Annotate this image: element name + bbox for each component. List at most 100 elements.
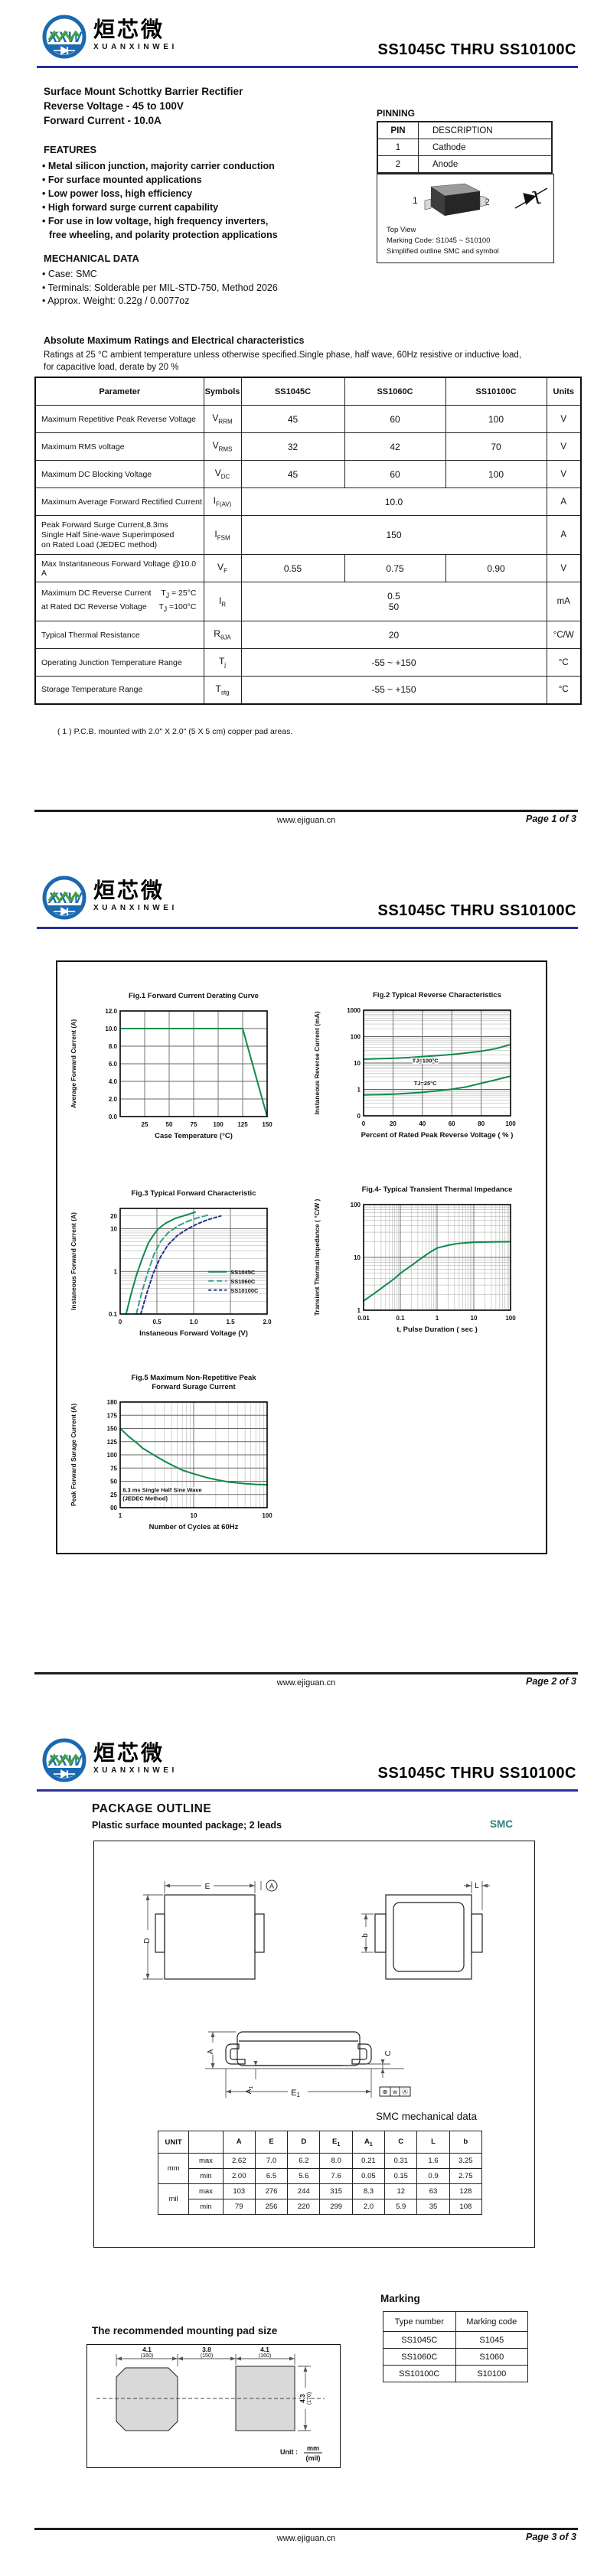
mech-cell: 1.6	[416, 2153, 450, 2169]
svg-text:25: 25	[110, 1492, 117, 1498]
brand-name-cn: 烜芯微	[93, 18, 165, 41]
fig5-peak-forward-surge-current-chart: 1 10 100 00 25 50 75 100 125 150 175 180 Fig.5 Maxim…	[67, 1370, 296, 1534]
svg-text:E: E	[205, 1883, 210, 1891]
symbol-cell: Tstg	[203, 676, 242, 704]
col-header: Symbols	[203, 377, 242, 406]
svg-text:10.0: 10.0	[105, 1026, 117, 1032]
svg-text:A1: A1	[245, 2086, 254, 2095]
pin-col-header: PIN	[377, 121, 419, 139]
brand-logo: XXW 烜芯微 XUANXINWEI	[40, 14, 178, 63]
table-row: min 2.00 6.5 5.6 7.6 0.05 0.15 0.9 2.75	[158, 2168, 483, 2184]
svg-text:10: 10	[110, 1226, 117, 1233]
svg-text:100: 100	[505, 1120, 516, 1127]
svg-text:10: 10	[354, 1254, 361, 1261]
value-cell: 20	[240, 621, 547, 649]
header-rule	[37, 927, 578, 929]
pin-desc-cell: Cathode	[418, 139, 553, 156]
table-row: Maximum Average Forward Rectified Curren…	[34, 487, 582, 516]
svg-text:100: 100	[107, 1452, 118, 1459]
dim-col-header: E	[254, 2131, 289, 2154]
unit-cell: V	[546, 460, 582, 488]
series-derating	[119, 1028, 268, 1117]
col-header: Parameter	[34, 377, 204, 406]
col-header: SS1060C	[344, 377, 446, 406]
svg-text:(160): (160)	[141, 2353, 153, 2359]
svg-text:25: 25	[142, 1121, 148, 1128]
value-cell: 0.90	[445, 554, 547, 582]
package-outline-heading: PACKAGE OUTLINE	[92, 1802, 212, 1815]
series-SS10100C	[139, 1215, 222, 1315]
param-cell: Peak Forward Surge Current,8.3ms Single …	[34, 515, 204, 555]
marking-code-cell: S1045	[455, 2331, 529, 2349]
mech-cell: 35	[416, 2199, 450, 2215]
svg-text:10: 10	[354, 1060, 361, 1067]
param-cell: Maximum DC Blocking Voltage	[34, 460, 204, 488]
x-axis-label: Number of Cycles at 60Hz	[149, 1523, 239, 1531]
y-axis-label: Instaneous Forward Current (A)	[70, 1212, 77, 1310]
value-cell: 100	[445, 460, 547, 488]
footer-rule	[34, 2528, 578, 2530]
unit-cell: °C	[546, 676, 582, 704]
legend-label: SS1045C	[230, 1269, 256, 1276]
mech-cell: 0.21	[351, 2153, 386, 2169]
symbol-cell: VF	[203, 554, 242, 582]
minmax-cell: min	[188, 2168, 224, 2184]
svg-text:40: 40	[419, 1120, 426, 1127]
chart-svg: 25 50 75 100 125 150 0.0 2.0 4.0 6.0 8.0 10.0 12.0 Fi…	[70, 992, 272, 1140]
mounting-pad-box: 4.1 (160) 3.8 (150) 4.1 (160) 4.3 (170) …	[86, 2344, 341, 2468]
table-row: PIN DESCRIPTION	[377, 121, 553, 139]
page-footer: www.ejiguan.cn Page 1 of 3	[34, 810, 578, 840]
x-axis-label: Case Temperature (°C)	[155, 1132, 233, 1140]
mech-cell: 8.3	[351, 2183, 386, 2199]
svg-text:100: 100	[213, 1121, 224, 1128]
dim-col-header: C	[384, 2131, 418, 2154]
mech-cell: 315	[319, 2183, 353, 2199]
value-cell: 0.55	[240, 554, 345, 582]
svg-text:C: C	[384, 2050, 393, 2056]
svg-text:1: 1	[357, 1307, 361, 1314]
unit-cell: V	[546, 405, 582, 433]
svg-text:1000: 1000	[347, 1007, 361, 1014]
feature-item: • Low power loss, high efficiency	[42, 188, 193, 199]
ratings-desc-line: for capacitive load, derate by 20 %	[44, 363, 179, 372]
value-cell: -55 ~ +150	[240, 676, 547, 704]
svg-text:0: 0	[357, 1113, 361, 1120]
svg-text:(150): (150)	[201, 2353, 213, 2359]
blank-header	[188, 2131, 224, 2154]
package-caption-lines: Top View Marking Code: S1045 ~ S10100 Si…	[387, 225, 499, 257]
type-number-header: Type number	[383, 2311, 456, 2332]
svg-text:75: 75	[191, 1121, 197, 1128]
page-footer: www.ejiguan.cn Page 2 of 3	[34, 1672, 578, 1703]
symbol-cell: IR	[203, 582, 242, 621]
table-header-row: UNIT A E D E1 A1 C L b	[157, 2131, 483, 2154]
package-top-view-drawing: E A D	[143, 1880, 278, 1980]
mech-cell: 2.0	[351, 2199, 386, 2215]
svg-text:100: 100	[351, 1034, 361, 1041]
mechanical-item: • Case: SMC	[42, 269, 97, 279]
brand-name-en: XUANXINWEI	[93, 904, 178, 912]
value-cell: 100	[445, 405, 547, 433]
symbol-cell: VRRM	[203, 405, 242, 433]
feature-item: • Metal silicon junction, majority carri…	[42, 161, 275, 171]
mechanical-data-heading: MECHANICAL DATA	[44, 253, 139, 264]
x-axis-label: Percent of Rated Peak Reverse Voltage ( …	[361, 1131, 514, 1140]
value-cell: 0.75	[344, 554, 446, 582]
mech-cell: 2.75	[449, 2168, 483, 2184]
schottky-diode-symbol-icon	[514, 187, 548, 209]
svg-text:w: w	[392, 2089, 397, 2095]
svg-text:100: 100	[262, 1512, 272, 1519]
feature-item: • High forward surge current capability	[42, 202, 219, 213]
svg-text:180: 180	[107, 1399, 118, 1406]
param-cell: Operating Junction Temperature Range	[34, 648, 204, 677]
param-cell: Maximum Repetitive Peak Reverse Voltage	[34, 405, 204, 433]
table-row: SS1045C S1045	[383, 2331, 529, 2349]
page-number: Page 3 of 3	[526, 2532, 576, 2542]
table-row: mil max 103 276 244 315 8.3 12 63 128	[157, 2183, 483, 2215]
part-number-title: SS1045C THRU SS10100C	[377, 1765, 576, 1782]
value-cell: 70	[445, 432, 547, 461]
y-axis-label: Peak Forward Surage Current (A)	[70, 1404, 77, 1506]
footer-website: www.ejiguan.cn	[276, 2534, 336, 2543]
part-number-title: SS1045C THRU SS10100C	[377, 41, 576, 58]
svg-text:1: 1	[436, 1315, 439, 1322]
dim-col-header: b	[449, 2131, 483, 2154]
